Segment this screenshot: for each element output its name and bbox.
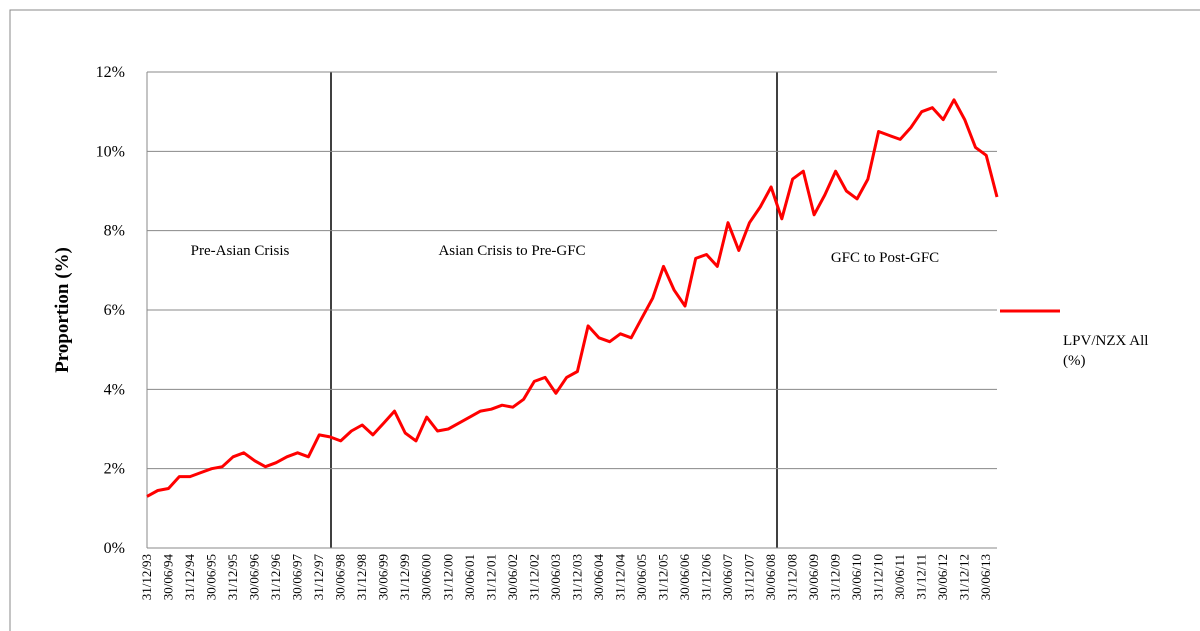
x-tick-label: 31/12/95 — [225, 554, 240, 600]
x-tick-label: 31/12/01 — [483, 554, 498, 600]
y-axis-title: Proportion (%) — [52, 247, 73, 373]
x-tick-label: 30/06/13 — [978, 554, 993, 600]
x-tick-label: 31/12/08 — [785, 554, 800, 600]
x-tick-label: 30/06/02 — [505, 554, 520, 600]
x-tick-label: 31/12/10 — [871, 554, 886, 600]
x-tick-label: 30/06/09 — [806, 554, 821, 600]
frame — [9, 9, 1200, 631]
x-tick-label: 30/06/95 — [204, 554, 219, 600]
x-tick-label: 30/06/04 — [591, 554, 606, 601]
x-tick-label: 30/06/06 — [677, 554, 692, 601]
x-tick-label: 31/12/05 — [655, 554, 670, 600]
x-tick-label: 31/12/06 — [698, 554, 713, 601]
x-tick-label: 30/06/98 — [333, 554, 348, 600]
x-tick-label: 30/06/12 — [935, 554, 950, 600]
x-tick-label: 31/12/93 — [139, 554, 154, 600]
x-tick-label: 30/06/01 — [462, 554, 477, 600]
y-tick-label: 12% — [96, 64, 125, 81]
y-tick-label: 0% — [104, 540, 125, 557]
x-tick-label: 30/06/96 — [247, 554, 262, 601]
x-tick-label: 30/06/97 — [290, 554, 305, 601]
x-tick-label: 31/12/09 — [828, 554, 843, 600]
y-tick-label: 8% — [104, 223, 125, 240]
x-tick-label: 30/06/94 — [161, 554, 176, 601]
x-tick-label: 31/12/98 — [354, 554, 369, 600]
x-tick-label: 30/06/10 — [849, 554, 864, 600]
x-tick-label: 30/06/00 — [419, 554, 434, 600]
x-tick-label: 30/06/11 — [892, 554, 907, 600]
annotation: GFC to Post-GFC — [831, 250, 939, 266]
x-tick-label: 31/12/07 — [742, 554, 757, 601]
x-tick-label: 30/06/05 — [634, 554, 649, 600]
x-tick-label: 31/12/03 — [569, 554, 584, 600]
x-tick-label: 30/06/03 — [548, 554, 563, 600]
annotation: Pre-Asian Crisis — [191, 243, 290, 259]
y-tick-label: 4% — [104, 381, 125, 398]
x-tick-label: 31/12/96 — [268, 554, 283, 601]
x-tick-label: 31/12/12 — [957, 554, 972, 600]
x-tick-label: 31/12/94 — [182, 554, 197, 601]
y-tick-label: 2% — [104, 461, 125, 478]
y-tick-label: 10% — [96, 143, 125, 160]
x-tick-label: 31/12/11 — [914, 554, 929, 600]
x-tick-label: 31/12/97 — [311, 554, 326, 601]
y-tick-label: 6% — [104, 302, 125, 319]
x-tick-label: 30/06/07 — [720, 554, 735, 601]
x-tick-label: 31/12/99 — [397, 554, 412, 600]
x-tick-label: 31/12/02 — [526, 554, 541, 600]
x-tick-label: 30/06/99 — [376, 554, 391, 600]
legend-label: LPV/NZX All (%) — [1063, 333, 1149, 369]
annotation: Asian Crisis to Pre-GFC — [438, 243, 585, 259]
x-tick-label: 31/12/04 — [612, 554, 627, 601]
data-line — [146, 98, 999, 498]
x-tick-label: 30/06/08 — [763, 554, 778, 600]
x-tick-label: 31/12/00 — [440, 554, 455, 600]
